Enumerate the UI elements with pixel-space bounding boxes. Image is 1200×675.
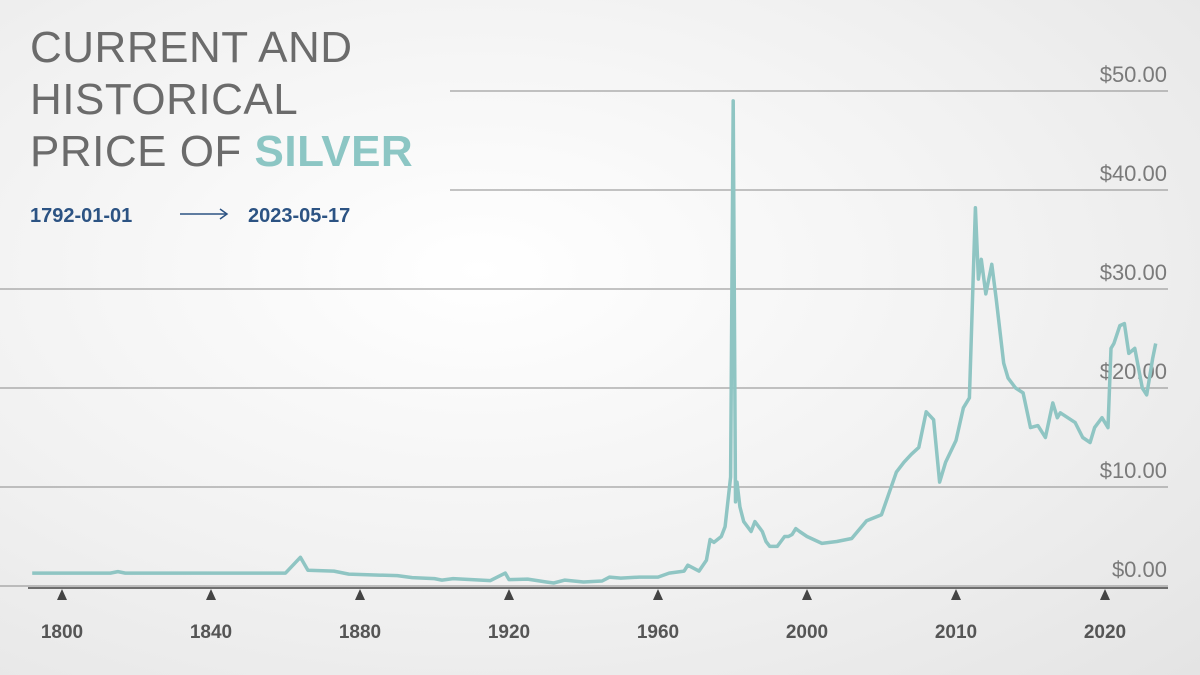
x-tick-label: 1960	[637, 622, 679, 643]
date-start: 1792-01-01	[30, 205, 132, 227]
title-line: HISTORICAL	[30, 75, 298, 124]
price-line	[32, 99, 1158, 585]
x-tick-label: 2020	[1084, 622, 1126, 643]
x-tick-mark	[355, 589, 365, 600]
title-highlight: SILVER	[255, 127, 414, 176]
x-tick-mark	[802, 589, 812, 600]
x-tick-mark	[504, 589, 514, 600]
x-tick-mark	[653, 589, 663, 600]
x-tick-label: 1880	[339, 622, 381, 643]
y-tick-label: $50.00	[1100, 62, 1167, 87]
x-tick-label: 1840	[190, 622, 232, 643]
title-line: CURRENT AND	[30, 23, 353, 72]
x-tick-mark	[206, 589, 216, 600]
x-tick-mark	[951, 589, 961, 600]
y-tick-label: $10.00	[1100, 458, 1167, 483]
arrow	[180, 208, 229, 220]
y-tick-label: $0.00	[1112, 557, 1167, 582]
title-line: PRICE OF	[30, 127, 242, 176]
x-tick-label: 2000	[786, 622, 828, 643]
y-tick-label: $40.00	[1100, 161, 1167, 186]
x-tick-label: 1920	[488, 622, 530, 643]
y-tick-label: $30.00	[1100, 260, 1167, 285]
x-tick-label: 1800	[41, 622, 83, 643]
x-tick-label: 2010	[935, 622, 977, 643]
x-tick-mark	[1100, 589, 1110, 600]
x-tick-mark	[57, 589, 67, 600]
title-line: PRICE OF SILVER	[30, 127, 413, 176]
date-end: 2023-05-17	[248, 205, 350, 227]
